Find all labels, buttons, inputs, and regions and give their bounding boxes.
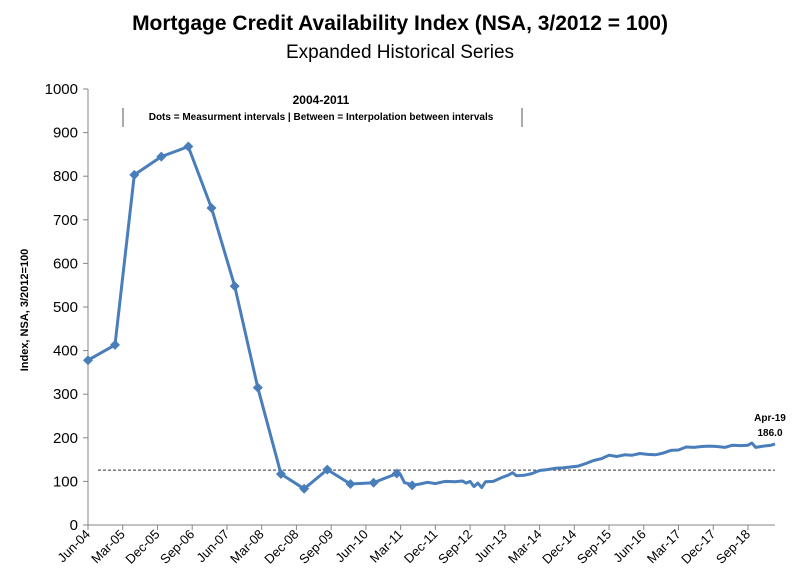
x-tick-label: Mar-05 — [88, 527, 128, 567]
x-tick-label: Dec-05 — [122, 527, 162, 567]
data-point-marker — [83, 355, 93, 366]
data-point-marker — [275, 468, 286, 479]
y-tick-label: 300 — [53, 386, 78, 403]
y-tick-label: 400 — [53, 343, 78, 360]
x-tick-label: Sep-18 — [713, 527, 753, 567]
data-point-marker — [407, 480, 418, 491]
data-point-marker — [206, 203, 217, 214]
data-point-marker — [156, 151, 167, 162]
x-tick-label: Mar-08 — [227, 527, 267, 567]
last-point-date: Apr-19 — [754, 413, 786, 424]
y-tick-label: 700 — [53, 212, 78, 229]
y-tick-label: 600 — [53, 255, 78, 272]
y-axis-label: Index, NSA, 3/2012=100 — [19, 249, 31, 372]
y-tick-label: 900 — [53, 125, 78, 142]
x-tick-label: Mar-11 — [367, 527, 406, 566]
data-point-marker — [345, 479, 356, 490]
data-point-marker — [391, 468, 402, 479]
x-tick-label: Sep-15 — [574, 527, 614, 567]
last-point-value: 186.0 — [757, 428, 782, 439]
y-tick-label: 1000 — [45, 81, 78, 98]
period-annotation-title: 2004-2011 — [293, 93, 350, 107]
x-tick-label: Jun-16 — [610, 527, 649, 566]
data-point-marker — [110, 339, 121, 350]
chart-subtitle: Expanded Historical Series — [286, 42, 514, 63]
x-tick-label: Dec-11 — [401, 527, 441, 567]
x-tick-label: Jun-13 — [471, 527, 510, 566]
x-tick-label: Jun-10 — [332, 527, 371, 566]
y-tick-label: 800 — [53, 168, 78, 185]
x-tick-label: Sep-12 — [435, 527, 475, 567]
data-point-marker — [183, 141, 194, 152]
data-point-marker — [229, 281, 240, 292]
x-tick-label: Sep-06 — [157, 527, 197, 567]
x-tick-label: Jun-07 — [193, 527, 232, 566]
x-tick-label: Dec-14 — [539, 527, 579, 567]
data-point-marker — [299, 483, 310, 494]
data-point-marker — [252, 382, 263, 393]
data-point-marker — [129, 169, 140, 180]
x-tick-label: Mar-17 — [644, 527, 684, 567]
y-tick-label: 0 — [70, 517, 78, 534]
y-tick-label: 500 — [53, 299, 78, 316]
plot-area: 01002003004005006007008009001000Jun-04Ma… — [45, 81, 776, 567]
x-tick-label: Dec-17 — [678, 527, 718, 567]
x-tick-label: Mar-14 — [505, 527, 545, 567]
x-tick-label: Sep-09 — [296, 527, 336, 567]
y-tick-label: 100 — [53, 473, 78, 490]
series-line — [87, 145, 776, 491]
x-tick-label: Dec-08 — [261, 527, 301, 567]
period-annotation-text: Dots = Measurment intervals | Between = … — [149, 112, 494, 123]
data-point-marker — [322, 464, 333, 475]
chart-title: Mortgage Credit Availability Index (NSA,… — [132, 12, 668, 35]
data-point-marker — [368, 477, 379, 488]
y-tick-label: 200 — [53, 430, 78, 447]
